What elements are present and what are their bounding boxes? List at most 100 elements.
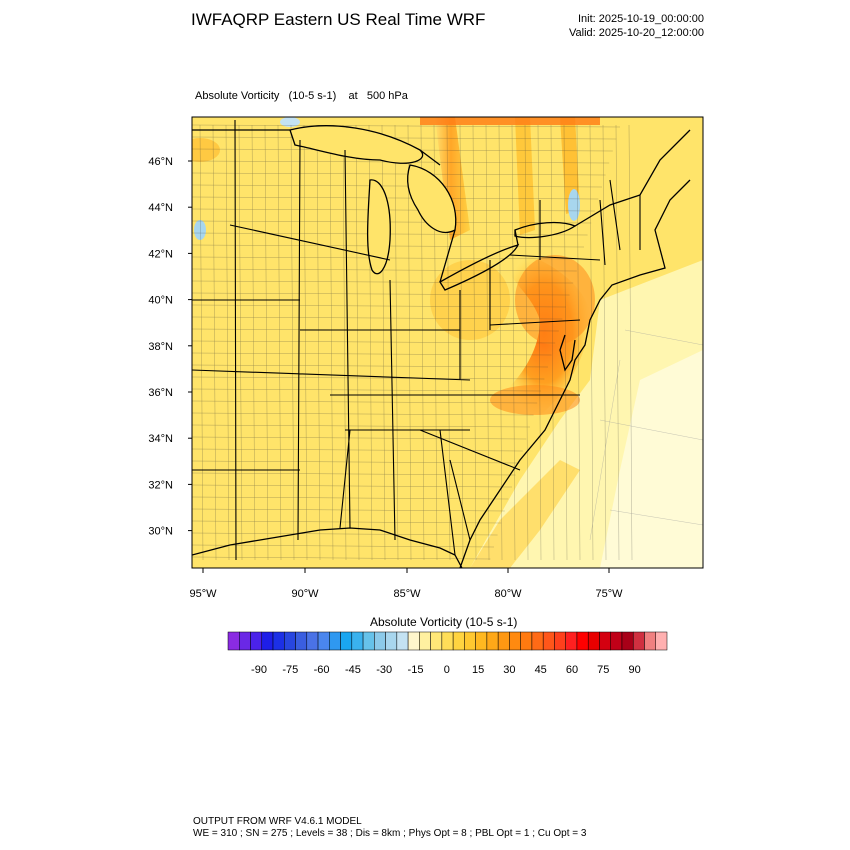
lat-label: 34°N	[148, 433, 173, 445]
colorbar-swatch	[227, 631, 240, 651]
colorbar-tick-label: -60	[314, 664, 330, 676]
colorbar-swatch	[362, 631, 375, 651]
longitude-axis: 95°W 90°W 85°W 80°W 75°W	[189, 568, 623, 600]
field-level: 500 hPa	[366, 90, 408, 102]
negative-vorticity-patch	[280, 117, 300, 127]
colorbar-swatch	[317, 631, 330, 651]
colorbar-swatch	[250, 631, 263, 651]
lat-label: 40°N	[148, 295, 173, 307]
lat-label: 38°N	[148, 341, 173, 353]
colorbar-tick-label: 90	[628, 664, 640, 676]
colorbar-swatch	[644, 631, 656, 651]
colorbar-swatch	[621, 631, 634, 651]
field-label: Absolute Vorticity (10-5 s-1) at 500 hPa	[195, 90, 408, 102]
vorticity-field	[192, 117, 703, 568]
lake-michigan	[366, 179, 391, 275]
colorbar-tick-label: -15	[408, 664, 424, 676]
latitude-axis: 46°N 44°N 42°N 40°N 38°N 36°N 34°N 32°N 30°N	[148, 156, 192, 538]
colorbar-swatch	[565, 631, 578, 651]
lat-label: 44°N	[148, 202, 173, 214]
colorbar-tick-label: 60	[566, 664, 578, 676]
colorbar-swatch	[284, 631, 296, 651]
graticule	[589, 329, 703, 541]
colorbar-swatch	[464, 631, 476, 651]
vorticity-core	[490, 385, 580, 415]
colorbar-swatch	[509, 631, 521, 651]
colorbar-swatch	[531, 631, 544, 651]
colorbar-ticks: -90 -75 -60 -45 -30 -15 0 15 30 45 60 75 90	[251, 664, 641, 676]
colorbar-swatch	[542, 631, 555, 651]
colorbar-swatch	[632, 631, 645, 651]
colorbar-swatch	[419, 631, 431, 651]
lake-huron	[407, 164, 457, 234]
footer-model: OUTPUT FROM WRF V4.6.1 MODEL	[193, 816, 362, 827]
lake-ontario	[514, 221, 577, 239]
lon-label: 85°W	[393, 588, 421, 600]
colorbar-tick-label: -90	[251, 664, 267, 676]
colorbar-swatch	[430, 631, 443, 651]
colorbar-swatch	[239, 631, 251, 651]
colorbar-swatch	[599, 631, 611, 651]
colorbar-tick-label: 30	[503, 664, 515, 676]
footer-config: WE = 310 ; SN = 275 ; Levels = 38 ; Dis …	[193, 828, 587, 839]
lon-label: 90°W	[291, 588, 319, 600]
lake-erie	[439, 243, 520, 291]
colorbar-swatch	[351, 631, 364, 651]
colorbar-swatch	[610, 631, 623, 651]
lat-label: 30°N	[148, 526, 173, 538]
field-name: Absolute Vorticity	[195, 90, 280, 102]
lon-label: 80°W	[494, 588, 522, 600]
colorbar-tick-label: 45	[535, 664, 547, 676]
vorticity-halo	[430, 260, 510, 340]
colorbar-swatch	[497, 631, 510, 651]
colorbar-swatch	[396, 631, 409, 651]
vorticity-streak	[435, 117, 470, 240]
lat-label: 42°N	[148, 248, 173, 260]
colorbar-swatch	[385, 631, 398, 651]
colorbar-title: Absolute Vorticity (10-5 s-1)	[370, 615, 518, 629]
colorbar-swatch	[441, 631, 454, 651]
ocean-field-pale	[600, 350, 703, 568]
colorbar-swatch	[655, 631, 668, 651]
colorbar-swatch	[340, 631, 353, 651]
state-borders	[192, 119, 641, 561]
lat-label: 32°N	[148, 479, 173, 491]
plot-title: IWFAQRP Eastern US Real Time WRF	[191, 10, 486, 29]
colorbar-swatch	[374, 631, 386, 651]
colorbar-swatch	[486, 631, 499, 651]
colorbar	[227, 631, 668, 651]
colorbar-swatch	[306, 631, 319, 651]
colorbar-tick-label: 15	[472, 664, 484, 676]
colorbar-swatch	[272, 631, 285, 651]
colorbar-swatch	[261, 631, 274, 651]
vorticity-streak	[420, 117, 600, 125]
colorbar-swatch	[475, 631, 488, 651]
negative-vorticity-patch	[194, 220, 206, 240]
colorbar-swatch	[520, 631, 533, 651]
lon-label: 75°W	[595, 588, 623, 600]
colorbar-tick-label: 75	[597, 664, 609, 676]
lake-superior	[289, 125, 424, 164]
map-frame	[191, 116, 704, 569]
county-grid	[192, 124, 633, 561]
atlantic-coastline	[459, 179, 691, 568]
valid-time: Valid: 2025-10-20_12:00:00	[569, 27, 704, 39]
colorbar-swatch	[554, 631, 566, 651]
colorbar-tick-label: -75	[282, 664, 298, 676]
vorticity-streak	[470, 460, 580, 568]
field-level-prefix: at	[348, 90, 358, 102]
colorbar-tick-label: -30	[376, 664, 392, 676]
colorbar-swatch	[576, 631, 589, 651]
vorticity-streak	[515, 117, 535, 235]
field-units: (10-5 s-1)	[288, 90, 337, 102]
colorbar-swatch	[452, 631, 465, 651]
lat-label: 36°N	[148, 387, 173, 399]
vorticity-core	[515, 255, 595, 345]
international-border	[192, 129, 691, 283]
colorbar-swatch	[587, 631, 600, 651]
colorbar-swatch	[295, 631, 308, 651]
colorbar-swatch	[329, 631, 341, 651]
colorbar-tick-label: 0	[444, 664, 450, 676]
lat-label: 46°N	[148, 156, 173, 168]
